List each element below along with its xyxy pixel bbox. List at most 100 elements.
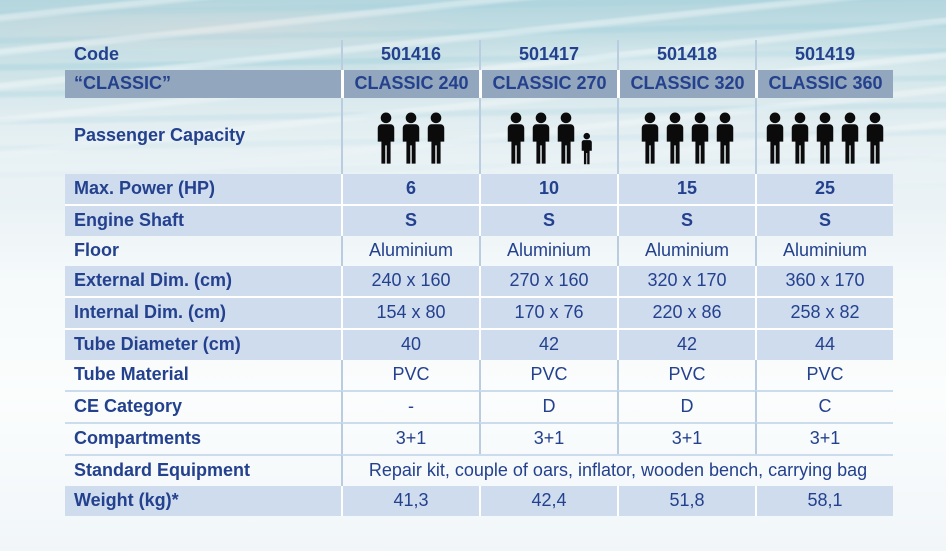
value-cell: 170 x 76	[479, 296, 617, 328]
row-label-compartments: Compartments	[65, 422, 341, 454]
value-cell	[617, 98, 755, 174]
person-icon	[532, 112, 549, 164]
value-cell: 51,8	[617, 486, 755, 516]
value-cell: 154 x 80	[341, 296, 479, 328]
value-cell: C	[755, 390, 893, 422]
table-row-tube-diameter: Tube Diameter (cm) 40 42 42 44	[65, 328, 893, 360]
table-row-engine-shaft: Engine Shaft S S S S	[65, 204, 893, 236]
value-cell: -	[341, 390, 479, 422]
row-label-internal-dim: Internal Dim. (cm)	[65, 296, 341, 328]
value-cell: 3+1	[617, 422, 755, 454]
value-cell: CLASSIC 240	[341, 70, 479, 98]
person-icon	[377, 112, 395, 164]
value-cell: 40	[341, 328, 479, 360]
value-cell: 44	[755, 328, 893, 360]
row-label-floor: Floor	[74, 240, 119, 261]
table-row-max-power: Max. Power (HP) 6 10 15 25	[65, 174, 893, 204]
table-row-internal-dim: Internal Dim. (cm) 154 x 80 170 x 76 220…	[65, 296, 893, 328]
child-person-icon	[581, 132, 592, 165]
table-row-standard-equipment: Standard Equipment Repair kit, couple of…	[65, 454, 893, 486]
value-cell: 270 x 160	[479, 266, 617, 296]
passenger-icons	[757, 101, 893, 171]
row-label-external-dim: External Dim. (cm)	[65, 266, 341, 296]
table-row-classic: “CLASSIC” CLASSIC 240 CLASSIC 270 CLASSI…	[65, 70, 893, 98]
value-cell: Aluminium	[479, 236, 617, 266]
person-icon	[791, 112, 809, 164]
row-label-weight: Weight (kg)*	[65, 486, 341, 516]
table-row-tube-material: Tube Material PVC PVC PVC PVC	[65, 360, 893, 390]
value-cell: Aluminium	[341, 236, 479, 266]
table-row-passenger-capacity: Passenger Capacity	[65, 98, 893, 174]
row-label-passenger-capacity: Passenger Capacity	[74, 125, 246, 146]
table-row-ce-category: CE Category - D D C	[65, 390, 893, 422]
value-cell: PVC	[755, 360, 893, 390]
value-cell: 320 x 170	[617, 266, 755, 296]
table-row-weight: Weight (kg)* 41,3 42,4 51,8 58,1	[65, 486, 893, 516]
value-cell: 501419	[755, 40, 893, 70]
value-cell: S	[341, 204, 479, 236]
passenger-icons	[481, 101, 617, 171]
value-cell: S	[755, 204, 893, 236]
table-row-compartments: Compartments 3+1 3+1 3+1 3+1	[65, 422, 893, 454]
value-cell: 41,3	[341, 486, 479, 516]
person-icon	[841, 112, 859, 164]
row-label-tube-material: Tube Material	[74, 364, 189, 385]
person-icon	[641, 112, 658, 164]
standard-equipment-value: Repair kit, couple of oars, inflator, wo…	[341, 454, 893, 486]
value-cell: D	[617, 390, 755, 422]
row-label-tube-diameter: Tube Diameter (cm)	[65, 328, 341, 360]
value-cell: Aluminium	[617, 236, 755, 266]
value-cell: D	[479, 390, 617, 422]
row-label-max-power: Max. Power (HP)	[65, 174, 341, 204]
value-cell: PVC	[479, 360, 617, 390]
value-cell: 15	[617, 174, 755, 204]
value-cell: CLASSIC 360	[755, 70, 893, 98]
table-row-code: Code 501416 501417 501418 501419	[65, 40, 893, 70]
value-cell: CLASSIC 270	[479, 70, 617, 98]
value-cell: 501416	[341, 40, 479, 70]
value-cell: 220 x 86	[617, 296, 755, 328]
value-cell: PVC	[617, 360, 755, 390]
row-label-ce-category: CE Category	[65, 390, 341, 422]
value-cell: CLASSIC 320	[617, 70, 755, 98]
person-icon	[766, 112, 784, 164]
value-cell: 240 x 160	[341, 266, 479, 296]
value-cell: PVC	[341, 360, 479, 390]
row-label-engine-shaft: Engine Shaft	[65, 204, 341, 236]
person-icon	[866, 112, 884, 164]
person-icon	[427, 112, 445, 164]
value-cell: 3+1	[479, 422, 617, 454]
passenger-icons	[619, 101, 755, 171]
value-cell: Aluminium	[755, 236, 893, 266]
person-icon	[507, 112, 524, 164]
value-cell: 501417	[479, 40, 617, 70]
row-label-standard-equipment: Standard Equipment	[65, 454, 341, 486]
person-icon	[402, 112, 420, 164]
value-cell: 42	[617, 328, 755, 360]
value-cell: S	[479, 204, 617, 236]
row-label-code: Code	[74, 44, 119, 65]
value-cell	[341, 98, 479, 174]
value-cell: 360 x 170	[755, 266, 893, 296]
person-icon	[691, 112, 708, 164]
value-cell: 25	[755, 174, 893, 204]
value-cell: 10	[479, 174, 617, 204]
value-cell: 6	[341, 174, 479, 204]
person-icon	[816, 112, 834, 164]
row-label-classic: “CLASSIC”	[65, 70, 341, 98]
person-icon	[666, 112, 683, 164]
spec-table: Code 501416 501417 501418 501419 “CLASSI…	[65, 40, 893, 516]
value-cell: 58,1	[755, 486, 893, 516]
value-cell	[755, 98, 893, 174]
value-cell	[479, 98, 617, 174]
value-cell: 258 x 82	[755, 296, 893, 328]
value-cell: 501418	[617, 40, 755, 70]
value-cell: 3+1	[755, 422, 893, 454]
person-icon	[557, 112, 574, 164]
table-row-external-dim: External Dim. (cm) 240 x 160 270 x 160 3…	[65, 266, 893, 296]
passenger-icons	[343, 101, 479, 171]
value-cell: 42,4	[479, 486, 617, 516]
person-icon	[716, 112, 733, 164]
value-cell: 3+1	[341, 422, 479, 454]
